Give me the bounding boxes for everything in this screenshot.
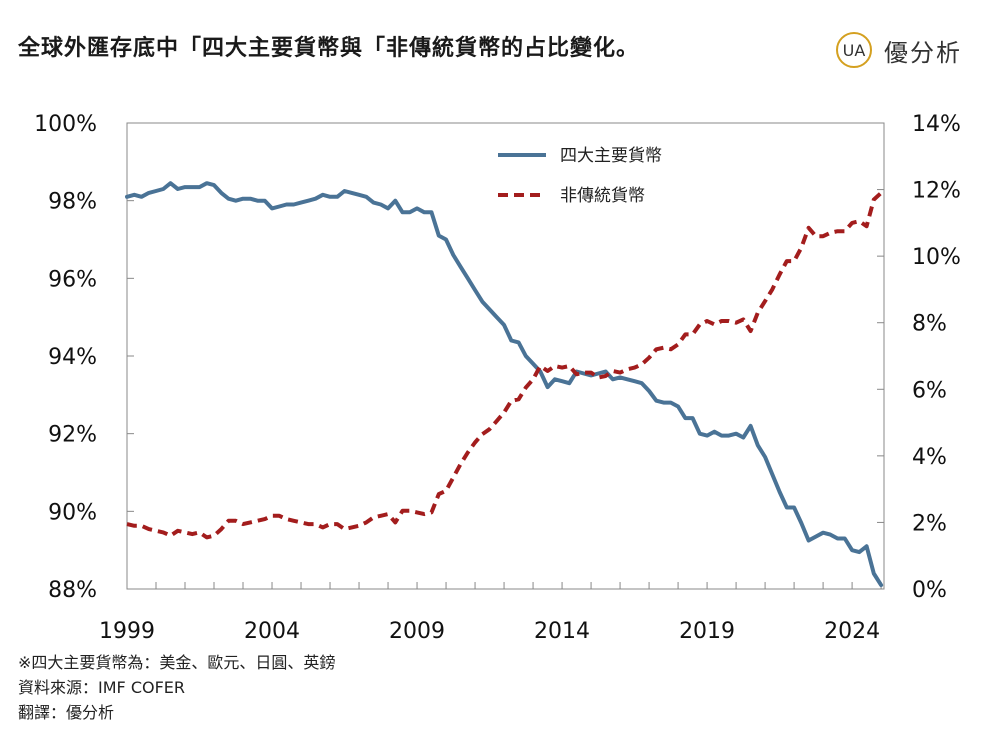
legend-label: 四大主要貨幣 [560, 146, 662, 166]
series-major-line [125, 181, 884, 588]
right-tick-label: 8% [912, 312, 947, 337]
right-tick-label: 4% [912, 445, 947, 470]
left-tick-label: 94% [48, 345, 97, 370]
left-tick-label: 90% [48, 500, 97, 525]
x-tick-label: 2019 [679, 619, 735, 640]
right-tick-label: 2% [912, 511, 947, 536]
ua-logo-icon: UA [836, 32, 872, 68]
chart-title: 全球外匯存底中「四大主要貨幣與「非傳統貨幣的占比變化。 [18, 36, 640, 61]
right-axis-ticks: 0% 2% 4% 6% 8% 10% 12% 14% [877, 112, 961, 603]
left-tick-label: 96% [48, 267, 97, 292]
right-tick-label: 6% [912, 378, 947, 403]
x-axis-ticks: 1999 2004 2009 2014 2019 2024 [99, 582, 882, 640]
x-tick-label: 2024 [824, 619, 880, 640]
x-tick-label: 2004 [244, 619, 300, 640]
plot-frame [126, 122, 885, 590]
left-tick-label: 88% [48, 578, 97, 603]
x-tick-label: 2009 [389, 619, 445, 640]
ua-logo-text: UA [843, 41, 866, 60]
x-tick-label: 2014 [534, 619, 590, 640]
footnotes: ※四大主要貨幣為：美金、歐元、日圓、英鎊 資料來源：IMF COFER 翻譯：優… [18, 650, 335, 725]
plot-border [126, 122, 885, 590]
left-tick-label: 100% [34, 112, 97, 137]
line-chart: 88% 90% 92% 94% 96% 98% 100% 0% 2% 4% 6% 8% 10% 12% 1… [34, 112, 961, 640]
left-axis-ticks: 88% 90% 92% 94% 96% 98% 100% [34, 112, 134, 603]
brand-name: 優分析 [884, 38, 962, 67]
right-tick-label: 14% [912, 112, 961, 137]
series-nontraditional-line [126, 191, 883, 540]
right-tick-label: 10% [912, 245, 961, 270]
left-tick-label: 98% [48, 190, 97, 215]
x-tick-label: 1999 [99, 619, 155, 640]
footnote-source: 資料來源：IMF COFER [18, 678, 186, 697]
legend-label: 非傳統貨幣 [560, 186, 645, 206]
right-tick-label: 0% [912, 578, 947, 603]
left-tick-label: 92% [48, 423, 97, 448]
footnote-currencies: ※四大主要貨幣為：美金、歐元、日圓、英鎊 [18, 653, 336, 672]
series-layer [125, 181, 884, 588]
footnote-translation: 翻譯：優分析 [18, 703, 115, 722]
right-tick-label: 12% [912, 179, 961, 204]
brand: UA 優分析 [834, 30, 962, 70]
